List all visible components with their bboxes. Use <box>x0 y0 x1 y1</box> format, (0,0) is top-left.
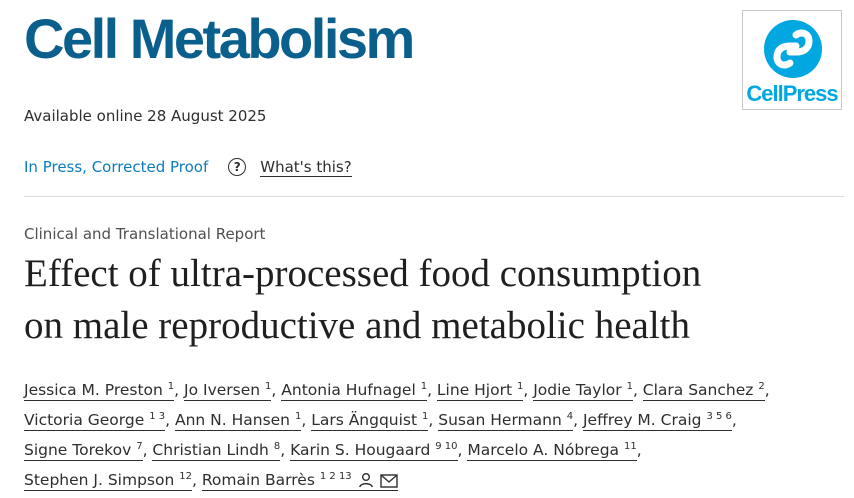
whats-this-link[interactable]: What's this? <box>260 157 352 177</box>
author-link[interactable]: Ann N. Hansen 1 <box>174 411 302 431</box>
author-link[interactable]: Jodie Taylor 1 <box>533 381 633 401</box>
author-link[interactable]: Christian Lindh 8 <box>152 441 281 461</box>
author-link[interactable]: Clara Sanchez 2 <box>642 381 765 401</box>
author-link[interactable]: Lars Ängquist 1 <box>311 411 429 431</box>
person-icon <box>358 468 374 498</box>
article-status-row: In Press, Corrected Proof ? What's this? <box>24 156 352 178</box>
author-link[interactable]: Karin S. Hougaard 9 10 <box>290 441 458 461</box>
author-link[interactable]: Stephen J. Simpson 12 <box>24 471 192 491</box>
author-link[interactable]: Jeffrey M. Craig 3 5 6 <box>582 411 732 431</box>
cellpress-logo-icon <box>764 20 822 78</box>
cellpress-logo-text: CellPress <box>746 81 838 106</box>
author-link[interactable]: Signe Torekov 7 <box>24 441 143 461</box>
availability-date: Available online 28 August 2025 <box>24 107 267 125</box>
question-circle-icon[interactable]: ? <box>228 158 247 176</box>
in-press-status[interactable]: In Press, Corrected Proof <box>24 158 209 176</box>
title-line-2: on male reproductive and metabolic healt… <box>24 304 690 347</box>
cellpress-logo[interactable]: CellPress <box>742 10 842 110</box>
article-title: Effect of ultra-processed food consumpti… <box>24 248 834 352</box>
divider <box>24 196 844 197</box>
author-link[interactable]: Line Hjort 1 <box>436 381 524 401</box>
journal-title[interactable]: Cell Metabolism <box>24 7 415 70</box>
author-list: Jessica M. Preston 1, Jo Iversen 1, Anto… <box>24 375 834 498</box>
author-link[interactable]: Marcelo A. Nóbrega 11 <box>467 441 637 461</box>
title-line-1: Effect of ultra-processed food consumpti… <box>24 252 702 295</box>
article-category: Clinical and Translational Report <box>24 225 266 243</box>
author-link[interactable]: Victoria George 1 3 <box>24 411 166 431</box>
author-link[interactable]: Jo Iversen 1 <box>184 381 272 401</box>
author-link[interactable]: Antonia Hufnagel 1 <box>281 381 428 401</box>
author-link[interactable]: Susan Hermann 4 <box>438 411 574 431</box>
author-link[interactable]: Jessica M. Preston 1 <box>24 381 175 401</box>
author-link-corresponding[interactable]: Romain Barrès 1 2 13 <box>201 471 398 491</box>
envelope-icon <box>379 468 398 498</box>
